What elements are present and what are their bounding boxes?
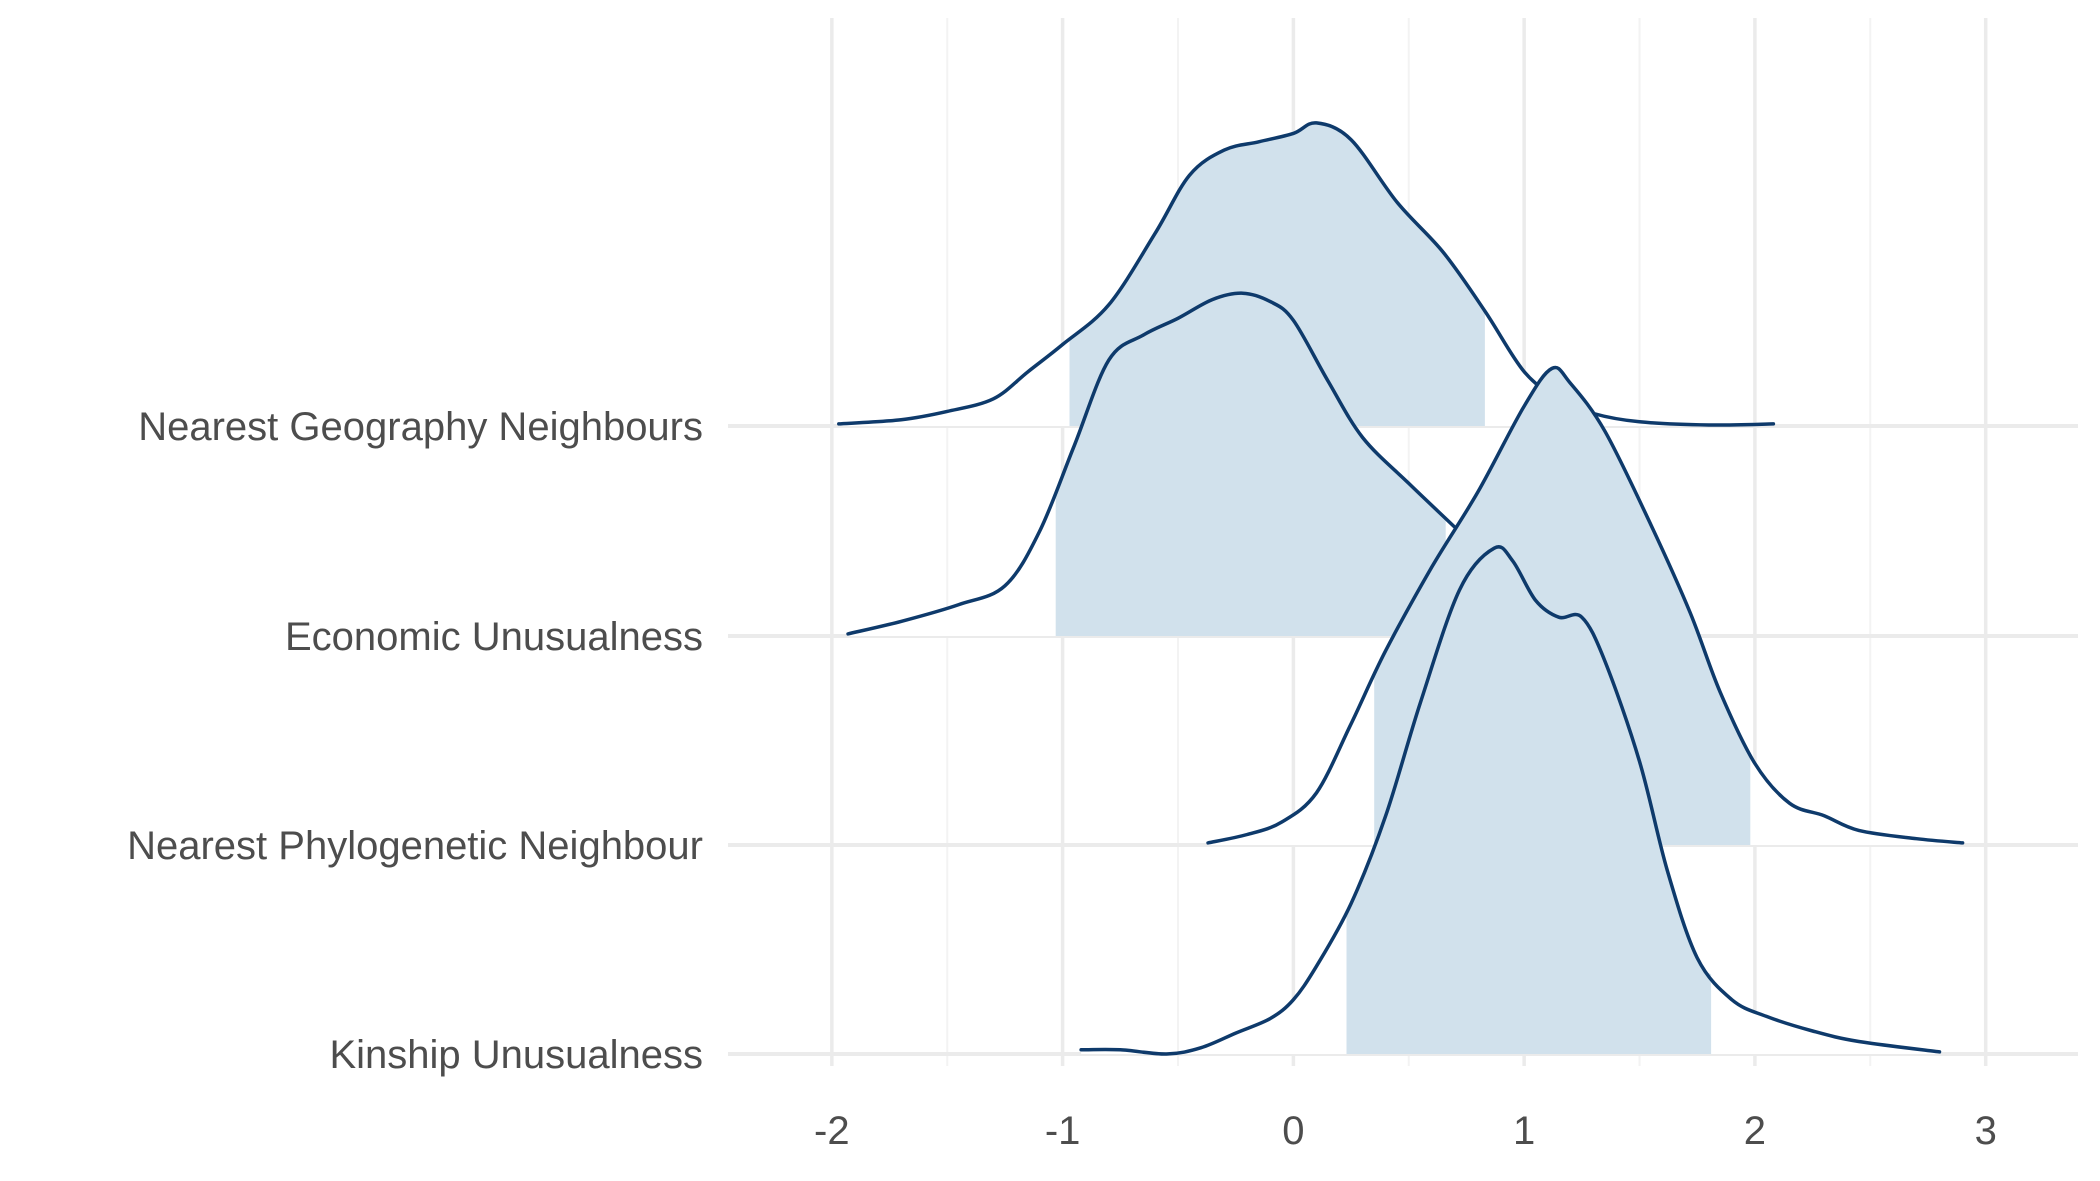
- x-tick-label: 2: [1744, 1109, 1766, 1153]
- x-tick-label: 3: [1975, 1109, 1997, 1153]
- y-axis-labels: Nearest Geography Neighbours Economic Unu…: [127, 405, 703, 1077]
- y-axis-label: Nearest Geography Neighbours: [138, 405, 703, 449]
- y-axis-label: Economic Unusualness: [285, 615, 703, 659]
- density-line: [846, 291, 1487, 636]
- x-axis-tick-labels: -2 -1 0 1 2 3: [814, 1109, 1997, 1153]
- x-tick-label: -2: [814, 1109, 850, 1153]
- shaded-interval: [1346, 546, 1712, 1054]
- ridge-2: [846, 291, 1487, 636]
- shaded-interval: [1055, 293, 1446, 636]
- x-tick-label: 0: [1282, 1109, 1304, 1153]
- ridge-4: [1079, 545, 1942, 1056]
- density-line: [1206, 365, 1965, 845]
- ridges: [837, 121, 1965, 1056]
- y-axis-label: Nearest Phylogenetic Neighbour: [127, 824, 703, 868]
- density-line: [1079, 545, 1942, 1056]
- x-tick-label: -1: [1045, 1109, 1081, 1153]
- y-axis-label: Kinship Unusualness: [329, 1033, 703, 1077]
- x-tick-label: 1: [1513, 1109, 1535, 1153]
